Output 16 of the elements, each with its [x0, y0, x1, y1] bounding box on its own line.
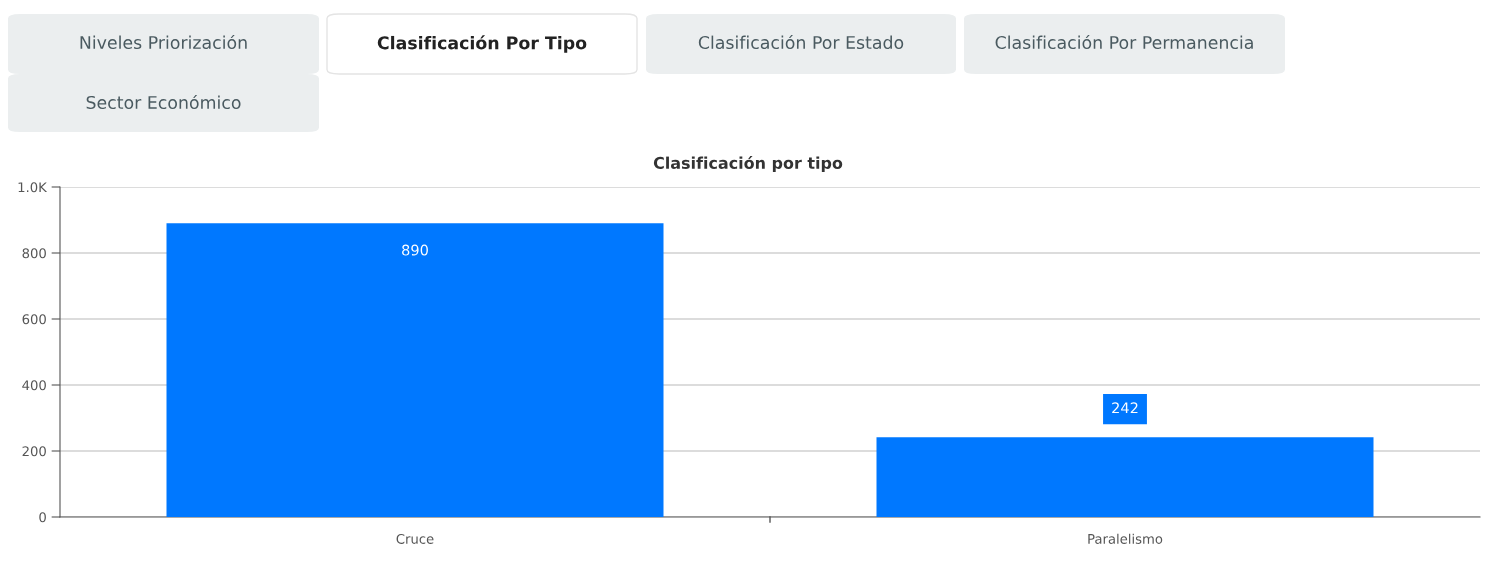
y-tick-label: 0 [39, 512, 46, 523]
text: Clasificación Por Permanencia [995, 34, 1253, 50]
x-tick-label: Cruce [396, 533, 434, 544]
text: Clasificación Por Estado [698, 34, 904, 50]
y-tick-label: 800 [22, 248, 46, 259]
text: Niveles Priorización [80, 34, 247, 50]
y-tick-label: 600 [22, 314, 46, 325]
chart-title: Clasificación por tipo [653, 155, 843, 173]
text: Clasificación Por Tipo [377, 35, 587, 53]
data-label: 242 [1112, 402, 1138, 414]
y-tick-label: 400 [22, 380, 46, 391]
x-tick-label: Paralelismo [1088, 533, 1163, 544]
y-tick-label: 1.0K [18, 182, 48, 193]
y-tick-label: 200 [22, 446, 46, 457]
text: Sector Económico [86, 94, 241, 110]
data-label: 890 [402, 244, 428, 256]
